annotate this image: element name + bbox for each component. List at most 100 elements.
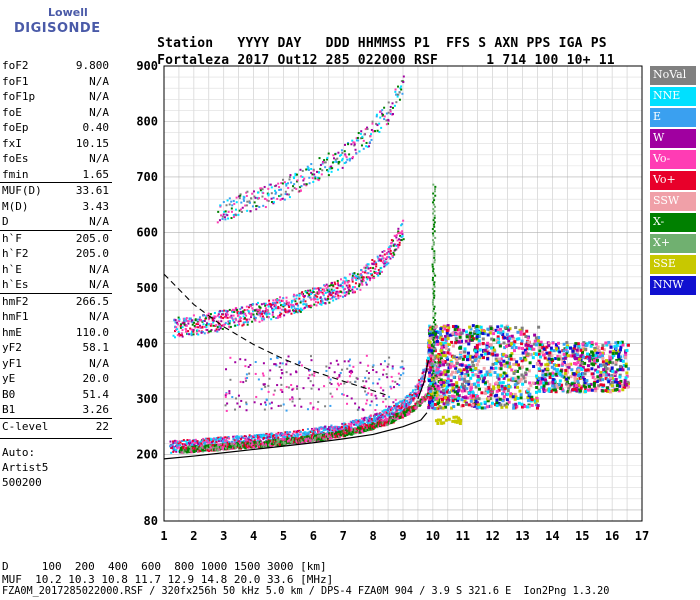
- echo-dot: [240, 211, 243, 214]
- echo-dot: [370, 133, 373, 136]
- echo-dot: [252, 442, 255, 445]
- echo-dot: [225, 315, 228, 318]
- echo-dot: [265, 433, 268, 436]
- echo-dot: [422, 377, 425, 380]
- echo-dot: [248, 372, 251, 375]
- echo-dot: [270, 201, 273, 204]
- echo-dot: [327, 152, 330, 155]
- param-value: 58.1: [82, 341, 110, 354]
- echo-dot: [268, 439, 271, 443]
- echo-dot: [402, 372, 405, 375]
- echo-dot: [211, 443, 215, 447]
- echo-dot: [269, 369, 272, 372]
- echo-dot: [322, 426, 325, 429]
- echo-dot: [411, 389, 414, 392]
- echo-dot: [387, 407, 390, 410]
- echo-dot: [280, 383, 283, 386]
- y-tick-label: 500: [136, 281, 158, 295]
- legend-item: Vo+: [650, 171, 696, 192]
- echo-dot: [392, 401, 395, 404]
- echo-dot: [264, 441, 267, 445]
- spread-f-dot: [588, 341, 592, 345]
- echo-dot: [238, 197, 241, 200]
- echo-dot: [303, 306, 306, 309]
- echo-dot: [389, 245, 392, 248]
- echo-dot: [246, 190, 249, 193]
- echo-dot: [365, 141, 368, 144]
- y-tick-label: 400: [136, 336, 158, 350]
- echo-dot: [341, 430, 344, 433]
- parameter-panel: foF2 9.800 foF1 N/A foF1p N/A foE N/A foEp 0.40 fx…: [0, 58, 112, 490]
- echo-dot: [289, 440, 293, 444]
- echo-dot: [336, 287, 339, 290]
- echo-dot: [380, 126, 383, 129]
- legend: NoVal NNE E W Vo- Vo+ SSW X- X+ SSE NNW: [650, 66, 696, 297]
- spread-f-dot: [490, 401, 494, 405]
- echo-dot: [323, 438, 327, 441]
- echo-dot: [346, 281, 349, 284]
- echo-dot: [332, 157, 335, 160]
- echo-dot: [327, 297, 330, 300]
- echo-dot: [231, 204, 234, 207]
- echo-dot: [275, 317, 278, 320]
- echo-dot: [255, 312, 258, 315]
- echo-dot: [388, 256, 391, 259]
- echo-dot: [325, 283, 328, 286]
- echo-dot: [185, 328, 188, 331]
- echo-dot: [245, 435, 248, 438]
- echo-dot: [282, 305, 285, 308]
- echo-dot: [235, 208, 238, 211]
- echo-dot: [176, 321, 179, 324]
- echo-dot: [424, 367, 427, 370]
- echo-dot: [258, 320, 261, 323]
- spread-f-dot: [456, 325, 460, 329]
- spread-f-dot: [489, 329, 493, 333]
- echo-dot: [268, 312, 271, 315]
- echo-dot: [282, 303, 285, 306]
- echo-dot: [219, 325, 222, 328]
- echo-dot: [175, 450, 178, 453]
- spread-f-dot: [572, 347, 576, 351]
- echo-dot: [283, 198, 286, 201]
- echo-dot: [211, 319, 214, 322]
- echo-dot: [359, 423, 362, 426]
- echo-dot: [290, 303, 293, 306]
- echo-dot: [205, 325, 208, 328]
- echo-dot: [260, 434, 263, 437]
- echo-dot: [331, 284, 334, 287]
- echo-dot: [409, 401, 412, 404]
- echo-dot: [293, 177, 296, 180]
- echo-dot: [375, 265, 378, 268]
- param-row: M(D) 3.43: [0, 199, 112, 215]
- echo-dot: [246, 323, 249, 326]
- spread-f-dot: [581, 350, 585, 354]
- echo-dot: [371, 274, 374, 277]
- echo-dot: [286, 440, 290, 443]
- spread-f-dot: [450, 340, 454, 344]
- param-key: D: [2, 215, 9, 228]
- spread-f-dot: [507, 339, 511, 343]
- echo-dot: [384, 408, 387, 411]
- echo-dot: [320, 303, 323, 306]
- echo-dot: [227, 217, 230, 220]
- echo-dot: [265, 399, 268, 402]
- spread-f-dot: [465, 387, 469, 391]
- echo-dot: [353, 420, 356, 423]
- echo-dot: [372, 364, 375, 367]
- spread-f-dot: [595, 351, 599, 355]
- echo-dot: [326, 285, 329, 288]
- echo-dot: [398, 408, 401, 411]
- echo-dot: [244, 358, 247, 361]
- echo-dot: [423, 399, 427, 403]
- echo-dot: [407, 404, 410, 407]
- echo-dot: [402, 367, 405, 370]
- echo-dot: [193, 442, 196, 445]
- echo-dot: [174, 329, 177, 332]
- echo-dot: [325, 287, 328, 290]
- spread-f-dot: [529, 399, 533, 403]
- echo-dot: [381, 419, 385, 422]
- echo-dot: [249, 210, 252, 213]
- echo-dot: [322, 429, 325, 432]
- echo-dot: [309, 296, 312, 299]
- echo-dot: [387, 414, 390, 417]
